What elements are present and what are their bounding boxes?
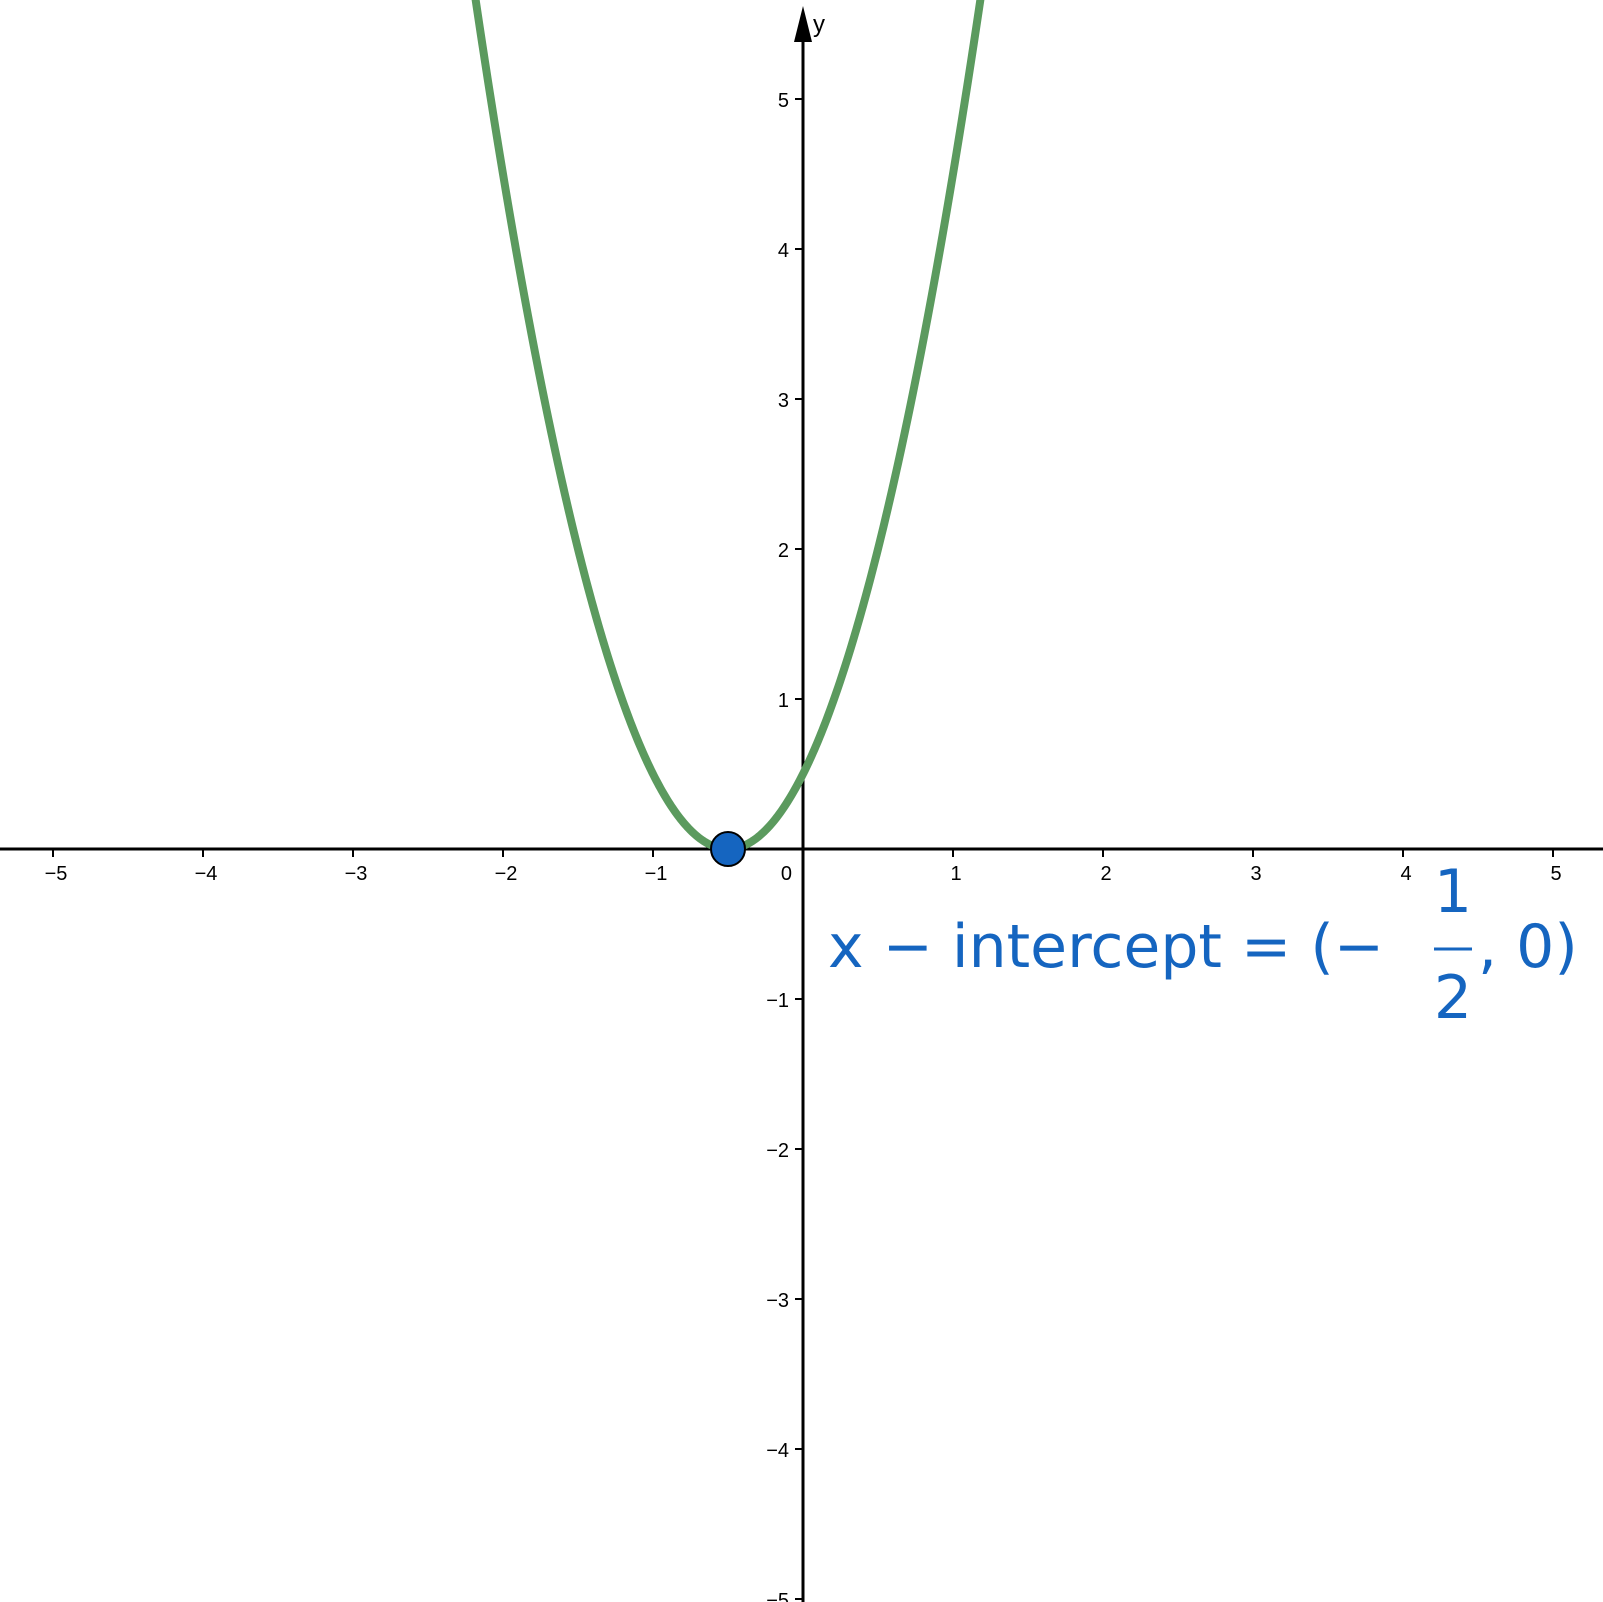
x-tick-label: 4 xyxy=(1400,863,1411,885)
y-axis-label: y xyxy=(813,11,825,38)
y-tick-label: −5 xyxy=(766,1590,789,1602)
y-tick-label: −2 xyxy=(766,1140,789,1162)
annotation-denominator: 2 xyxy=(1434,963,1472,1033)
y-tick-label: 2 xyxy=(778,540,789,562)
y-tick-label: 1 xyxy=(778,690,789,712)
x-tick-label: −3 xyxy=(345,863,368,885)
x-tick-label: 2 xyxy=(1100,863,1111,885)
annotation-suffix: , 0) xyxy=(1478,912,1578,982)
x-tick-label: −4 xyxy=(195,863,218,885)
y-tick-label: 4 xyxy=(778,240,789,262)
x-tick-label: 1 xyxy=(950,863,961,885)
annotation-prefix: x − intercept = (− xyxy=(828,912,1384,982)
x-tick-label: 5 xyxy=(1550,863,1561,885)
annotation-numerator: 1 xyxy=(1434,857,1472,927)
x-tick-label: −2 xyxy=(495,863,518,885)
x-ticks: −5 −4 −3 −2 −1 1 2 3 4 5 xyxy=(45,849,1562,885)
y-tick-label: −1 xyxy=(766,990,789,1012)
points xyxy=(710,831,746,867)
axes: y 0 xyxy=(0,6,1603,1602)
y-tick-label: −3 xyxy=(766,1290,789,1312)
x-tick-label: 3 xyxy=(1250,863,1261,885)
x-intercept-point xyxy=(710,831,746,867)
y-axis-arrow xyxy=(794,6,812,42)
x-tick-label: −5 xyxy=(45,863,68,885)
y-tick-label: 3 xyxy=(778,390,789,412)
origin-label: 0 xyxy=(781,863,792,885)
parabola-curve xyxy=(471,0,985,853)
y-tick-label: −4 xyxy=(766,1440,789,1462)
x-tick-label: −1 xyxy=(645,863,668,885)
x-intercept-annotation: x − intercept = (− 1 2 , 0) xyxy=(828,857,1578,1033)
y-ticks: −5 −4 −3 −2 −1 1 2 3 4 5 xyxy=(766,90,803,1602)
y-tick-label: 5 xyxy=(778,90,789,112)
